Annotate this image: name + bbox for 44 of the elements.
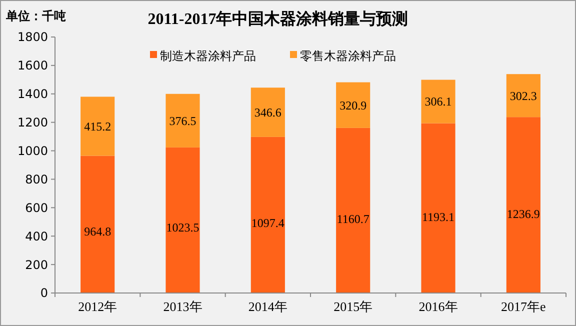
data-label: 302.3 — [510, 88, 537, 103]
data-label: 415.2 — [84, 119, 112, 134]
legend-label: 零售木器涂料产品 — [300, 49, 396, 64]
x-tick-label: 2015年 — [334, 299, 373, 314]
data-label: 320.9 — [340, 98, 367, 112]
bar — [336, 128, 370, 293]
data-label: 1160.7 — [336, 212, 370, 226]
data-label: 1236.9 — [506, 207, 540, 222]
y-tick-label: 1200 — [17, 116, 48, 130]
data-label: 1193.1 — [422, 210, 455, 224]
x-tick-label: 2012年 — [78, 299, 118, 314]
bar — [250, 88, 285, 137]
data-label: 964.8 — [84, 224, 112, 238]
data-label: 376.5 — [169, 114, 196, 128]
y-axis-title: 单位：千吨 — [5, 9, 66, 23]
y-tick-label: 600 — [25, 200, 48, 215]
bar — [506, 117, 540, 293]
data-label: 306.1 — [424, 94, 452, 109]
data-label: 346.6 — [254, 105, 282, 120]
x-tick-label: 2017年e — [501, 299, 546, 314]
bar — [80, 96, 115, 156]
bar — [166, 147, 200, 293]
bar — [166, 94, 200, 148]
bar — [336, 82, 370, 128]
x-tick-label: 2014年 — [248, 299, 288, 314]
bar — [421, 80, 456, 124]
y-tick-label: 800 — [25, 172, 48, 186]
legend-label: 制造木器涂料产品 — [160, 49, 256, 64]
bar — [421, 123, 456, 293]
y-tick-label: 400 — [25, 229, 48, 244]
y-tick-label: 1600 — [17, 58, 48, 73]
x-tick-label: 2016年 — [418, 299, 458, 314]
bar — [80, 156, 115, 293]
chart-title: 2011-2017年中国木器涂料销量与预测 — [148, 10, 408, 28]
data-label: 1023.5 — [166, 220, 200, 235]
y-tick-label: 1000 — [17, 144, 48, 158]
x-tick-label: 2013年 — [163, 299, 202, 314]
bar — [506, 74, 540, 118]
y-tick-label: 0 — [40, 286, 48, 300]
y-tick-label: 200 — [25, 258, 48, 272]
data-label: 1097.4 — [251, 216, 284, 230]
y-tick-label: 1400 — [17, 87, 48, 102]
bar — [250, 136, 285, 293]
y-tick-label: 1800 — [17, 30, 48, 44]
